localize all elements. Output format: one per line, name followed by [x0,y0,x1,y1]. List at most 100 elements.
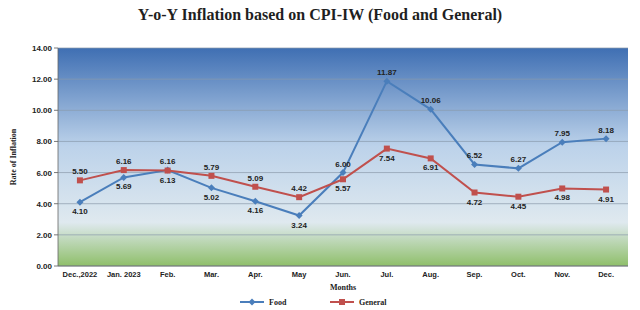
legend: Food General [240,298,387,307]
data-label: 4.45 [511,202,527,211]
y-tick [54,79,58,80]
grid-line [58,203,628,204]
data-label: 5.02 [204,193,220,202]
data-label: 10.06 [421,96,442,105]
x-axis [58,266,628,267]
y-tick-label: 6.00 [36,169,52,178]
data-label: 6.91 [423,163,439,172]
data-label: 8.18 [598,126,614,135]
data-label: 7.54 [379,154,395,163]
series-group [76,78,609,219]
x-tick-label: Nov. [554,270,570,279]
y-tick [54,172,58,173]
data-label: 5.50 [72,167,88,176]
point [603,187,609,193]
y-tick-label: 0.00 [36,262,52,271]
x-tick-label: Dec. [598,270,614,279]
x-axis-title: Months [330,283,356,292]
point [252,184,258,190]
plot-background [58,48,628,266]
y-tick [54,141,58,142]
x-tick-label: Jul. [380,270,393,279]
point [427,106,434,113]
x-tick-label: Jan. 2023 [107,270,141,279]
grid-line [58,110,628,111]
y-tick-label: 4.00 [36,200,52,209]
x-tick-label: Aug. [422,270,439,279]
y-tick [54,234,58,235]
point [340,176,346,182]
x-tick-label: Oct. [511,270,526,279]
data-label: 6.13 [160,176,176,185]
grid-line [58,141,628,142]
data-label: 5.09 [248,174,264,183]
data-labels: 4.10 5.69 6.16 5.02 4.16 3.24 6.00 11.87 10.06 6.… [72,68,614,229]
x-tick-label: Dec.,2022 [63,270,98,279]
point [340,169,347,176]
point [208,184,215,191]
series-line [80,149,606,198]
grid-line [58,79,628,80]
legend-label: Food [269,298,287,307]
data-label: 6.16 [160,157,176,166]
data-label: 6.27 [511,155,527,164]
grid-line [58,266,628,267]
y-tick-label: 8.00 [36,137,52,146]
y-tick-label: 12.00 [32,75,53,84]
point [472,190,478,196]
point [120,174,127,181]
data-label: 6.52 [467,151,483,160]
point [77,177,83,183]
data-label: 3.24 [291,221,307,230]
y-tick [54,266,58,267]
y-tick [54,110,58,111]
point [76,199,83,206]
x-tick-label: Sep. [467,270,483,279]
point [208,173,214,179]
data-label: 5.69 [116,182,132,191]
x-tick-label: May [292,270,307,279]
legend-label: General [359,298,387,307]
point [515,165,522,172]
point [121,167,127,173]
data-label: 6.00 [335,160,351,169]
data-label: 6.16 [116,157,132,166]
point [383,78,390,85]
point [165,168,171,174]
y-axis-title: Rate of Inflation [9,128,18,185]
legend-marker [339,299,345,305]
y-axis [58,48,59,266]
legend-marker [249,299,256,306]
y-tick [54,203,58,204]
point [559,139,566,146]
x-tick-label: Feb. [160,270,175,279]
point [384,146,390,152]
y-tick [54,48,58,49]
point [296,212,303,219]
data-label: 5.79 [204,163,220,172]
grid-line [58,234,628,235]
point [603,135,610,142]
x-tick-label: Jun. [335,270,350,279]
data-label: 11.87 [377,68,397,77]
data-label: 4.16 [248,206,264,215]
point [559,185,565,191]
point [515,194,521,200]
y-tick-label: 2.00 [36,231,52,240]
y-tick-label: 14.00 [32,44,53,53]
data-label: 4.10 [72,207,88,216]
series-line [80,81,606,215]
x-tick-label: Mar. [204,270,219,279]
point [164,167,171,174]
data-label: 5.57 [335,184,351,193]
point [471,161,478,168]
grid-line [58,48,628,49]
point [428,155,434,161]
data-label: 4.91 [598,195,614,204]
data-label: 4.42 [291,184,307,193]
point [252,198,259,205]
data-label: 4.72 [467,198,483,207]
data-label: 7.95 [554,129,570,138]
point [296,194,302,200]
x-tick-label: Apr. [248,270,263,279]
